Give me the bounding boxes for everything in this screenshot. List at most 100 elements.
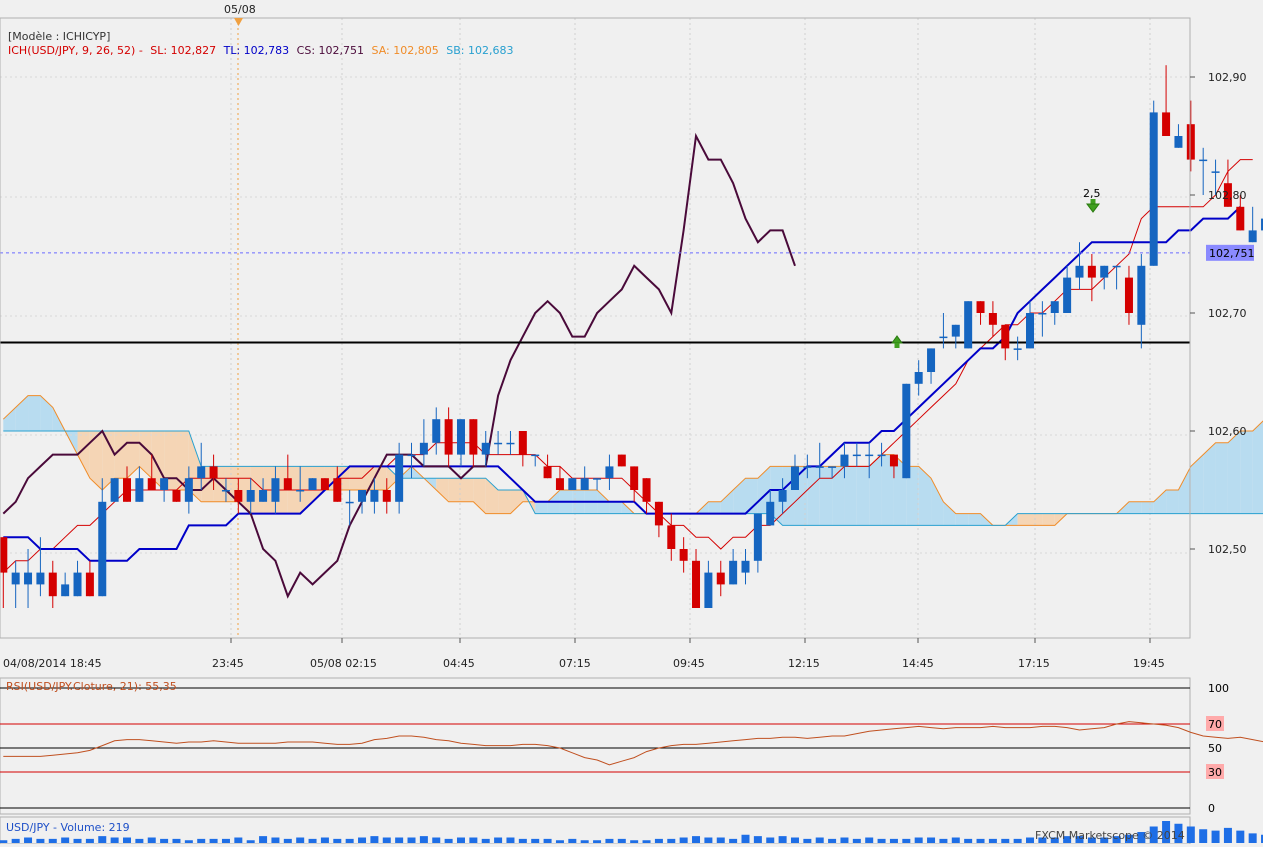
x-tick-label: 04:45 [443, 657, 475, 670]
candle-body [1075, 265, 1084, 278]
volume-bar [852, 838, 861, 843]
cloud-segment [114, 431, 127, 479]
volume-bar [1162, 821, 1171, 843]
candle-body [85, 572, 94, 597]
cloud-segment [139, 431, 152, 479]
candle-body [914, 372, 923, 384]
x-tick-label: 19:45 [1133, 657, 1165, 670]
volume-bar [914, 837, 923, 843]
candle-body [320, 478, 329, 490]
ich-label: ICH(USD/JPY, 9, 26, 52) - [8, 44, 143, 57]
volume-bar [593, 840, 602, 843]
candle-body [865, 454, 874, 457]
cloud-segment [1153, 490, 1167, 514]
volume-bar [1223, 827, 1232, 843]
candle-body [976, 301, 985, 313]
candle-body [1038, 313, 1047, 315]
volume-bar [667, 838, 676, 843]
volume-bar [358, 837, 367, 843]
date-marker-triangle [234, 18, 243, 26]
rsi-level-label: 70 [1208, 718, 1222, 731]
volume-bar [259, 836, 268, 843]
candle-body [110, 478, 119, 502]
volume-bar [172, 838, 181, 843]
volume-bar [976, 838, 985, 843]
candle-body [778, 490, 787, 502]
volume-bar [0, 840, 8, 843]
sl-value: SL: 102,827 [150, 44, 217, 57]
volume-bar [48, 838, 57, 843]
candle-body [172, 490, 181, 502]
candle-body [927, 348, 936, 372]
volume-bar [803, 838, 812, 843]
candle-body [518, 431, 527, 455]
candle-body [1186, 124, 1195, 160]
candle-body [370, 490, 379, 502]
cloud-segment [89, 431, 103, 490]
candle-body [1162, 112, 1171, 136]
candle-body [902, 383, 911, 479]
candle-body [852, 454, 861, 457]
volume-bar [1001, 838, 1010, 843]
candle-body [432, 419, 441, 443]
cloud-segment [1042, 513, 1055, 526]
volume-bar [815, 837, 824, 843]
volume-bar [1211, 830, 1220, 843]
candle-body [877, 454, 886, 457]
candle-body [1261, 218, 1263, 231]
candle-body [246, 490, 255, 502]
x-tick-label: 14:45 [902, 657, 934, 670]
volume-bar [444, 838, 453, 843]
candle-body [1236, 206, 1245, 231]
candle-body [24, 572, 33, 585]
date-marker-label: 05/08 [224, 3, 256, 16]
candle-body [753, 513, 762, 561]
cloud-segment [102, 431, 115, 490]
cloud-segment [176, 431, 189, 490]
candle-body [828, 466, 837, 468]
candle-body [283, 478, 292, 490]
volume-bar [197, 838, 206, 843]
volume-bar [865, 837, 874, 843]
cloud-segment [77, 431, 90, 479]
volume-bar [531, 838, 540, 843]
cloud-segment [609, 501, 622, 514]
candle-body [766, 501, 775, 526]
cloud-segment [1215, 442, 1228, 514]
volume-bar [1149, 826, 1158, 843]
volume-bar [1063, 836, 1072, 843]
tl-value: TL: 102,783 [223, 44, 290, 57]
cloud-segment [448, 478, 461, 502]
cloud-segment [151, 431, 165, 490]
cloud-segment [708, 501, 721, 514]
rsi-panel: 100 70 50 30 0 RSI(USD/JPY.Cloture, 21): 55,3… [0, 680, 1263, 815]
x-tick-label: 05/08 02:15 [310, 657, 377, 670]
cloud-segment [931, 478, 944, 526]
cloud-segment [955, 513, 969, 526]
volume-bar [741, 834, 750, 843]
price-badge-label: 102,751 [1209, 247, 1255, 260]
candle-body [36, 572, 45, 585]
rsi-level-label: 30 [1208, 766, 1222, 779]
volume-bar [1137, 832, 1146, 843]
x-tick-label: 07:15 [559, 657, 591, 670]
x-tick-label: 09:45 [673, 657, 705, 670]
volume-bar [36, 838, 45, 843]
candle-body [889, 454, 898, 467]
candle-body [642, 478, 651, 502]
volume-bar [320, 837, 329, 843]
y-tick-label: 102,70 [1208, 307, 1247, 320]
volume-bar [1013, 838, 1022, 843]
volume-bar [1236, 830, 1245, 843]
volume-bar [951, 837, 960, 843]
candle-body [209, 466, 218, 479]
candle-body [395, 454, 404, 502]
volume-bar [605, 838, 614, 843]
volume-bar [1261, 834, 1263, 843]
volume-bar [123, 837, 131, 843]
cloud-segment [1030, 513, 1043, 526]
rsi-level-label: 50 [1208, 742, 1222, 755]
price-badge [1206, 244, 1254, 261]
